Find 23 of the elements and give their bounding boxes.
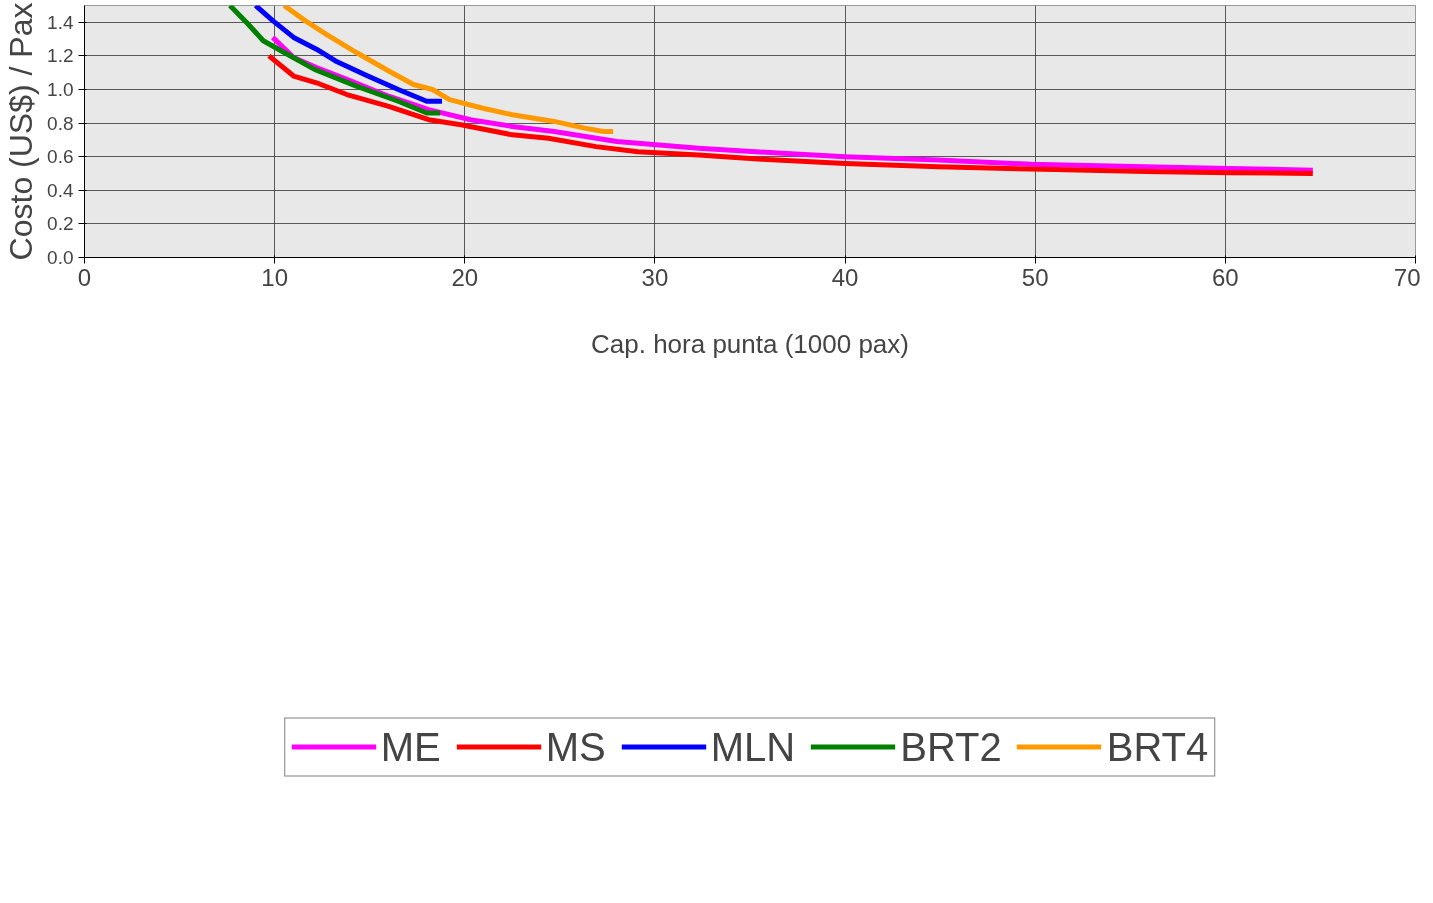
y-tick-label: 1.2 (47, 45, 74, 67)
x-axis-title: Cap. hora punta (1000 pax) (591, 328, 909, 359)
y-tick-label: 0.0 (47, 247, 74, 268)
x-tick-label: 50 (1021, 263, 1049, 291)
y-tick-label: 0.2 (47, 213, 74, 235)
y-tick-label: 1.0 (47, 79, 74, 100)
x-tick-label: 0 (77, 263, 92, 291)
legend-label: MS (545, 724, 606, 770)
y-tick-label: 1.4 (47, 11, 74, 33)
y-tick-label: 0.6 (47, 146, 74, 168)
x-tick-label: 10 (261, 263, 288, 291)
legend-label: ME (380, 724, 441, 770)
x-tick-label: 20 (451, 263, 479, 291)
x-tick-label: 30 (641, 263, 669, 291)
legend-label: BRT4 (1106, 724, 1209, 770)
x-tick-label: 70 (1393, 263, 1421, 291)
y-tick-label: 0.8 (47, 112, 74, 134)
x-tick-label: 40 (831, 263, 859, 291)
legend-label: BRT2 (900, 724, 1002, 770)
y-tick-label: 0.4 (47, 179, 74, 201)
x-tick-label: 60 (1212, 263, 1239, 291)
legend-label: MLN (710, 724, 796, 770)
y-axis-title: Costo (US$) / Pax (3, 2, 40, 261)
